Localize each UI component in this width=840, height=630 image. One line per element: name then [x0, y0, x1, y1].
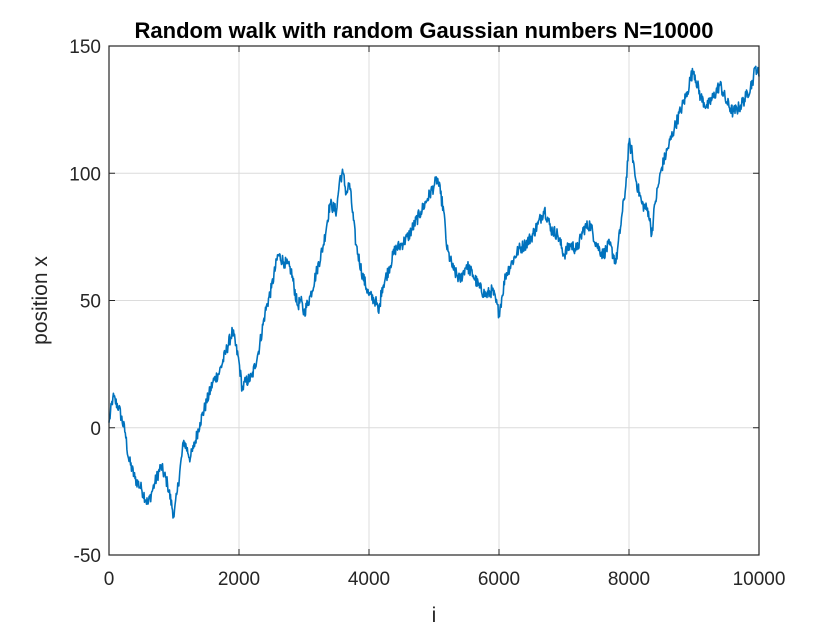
- x-tick-label: 0: [104, 569, 115, 590]
- grid-layer: [108, 45, 760, 556]
- y-tick-label: 50: [80, 292, 101, 313]
- x-tick-label: 4000: [348, 569, 390, 590]
- y-tick-label: 0: [90, 419, 101, 440]
- x-tick-label: 10000: [733, 569, 786, 590]
- x-axis-label: i: [432, 604, 437, 627]
- series-line: [108, 65, 760, 519]
- chart-title: Random walk with random Gaussian numbers…: [135, 18, 714, 43]
- y-tick-label: -50: [74, 546, 101, 567]
- y-axis-label: position x: [29, 256, 52, 345]
- y-tick-label: 100: [69, 164, 101, 185]
- y-tick-label: 150: [69, 37, 101, 58]
- x-tick-label: 8000: [608, 569, 650, 590]
- x-tick-label: 6000: [478, 569, 520, 590]
- x-tick-label: 2000: [218, 569, 260, 590]
